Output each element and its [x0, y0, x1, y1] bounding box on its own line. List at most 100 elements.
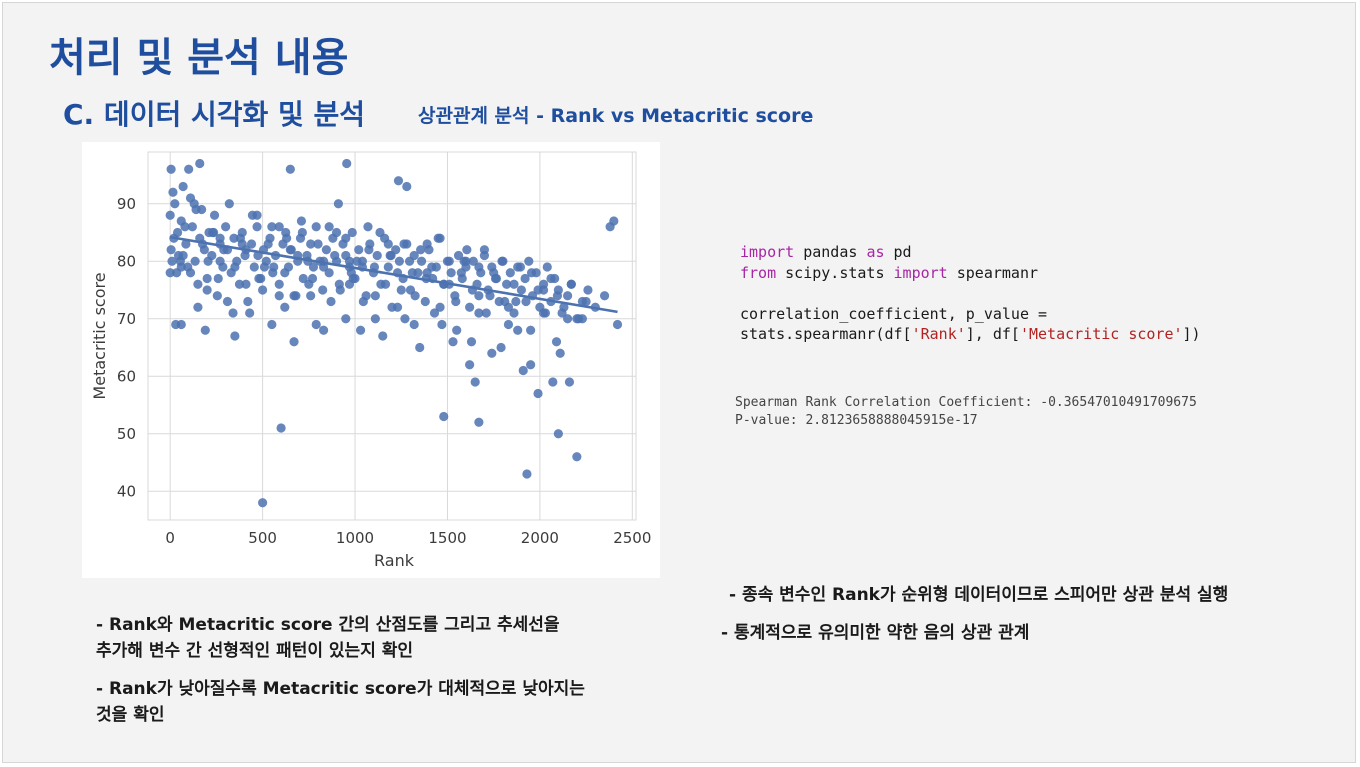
data-point [542, 262, 552, 272]
data-point [410, 291, 420, 301]
data-point [552, 291, 563, 301]
data-point [215, 233, 225, 243]
data-point [178, 181, 188, 192]
y-tick-label: 40 [117, 482, 136, 500]
data-point [324, 222, 334, 232]
data-point [400, 314, 410, 324]
data-point [465, 302, 475, 312]
data-point [496, 342, 506, 353]
data-point [372, 250, 382, 261]
data-point [422, 268, 432, 278]
chart-x-axis-label: Rank [374, 551, 415, 570]
data-point [296, 216, 307, 226]
code-keyword: from [740, 263, 777, 282]
data-point [548, 377, 558, 387]
data-point [422, 239, 432, 249]
data-point [166, 164, 176, 174]
data-point [167, 256, 177, 266]
data-point [474, 417, 484, 427]
code-text: pandas [794, 243, 867, 261]
data-point [263, 239, 273, 249]
data-point [215, 256, 225, 266]
data-point [189, 199, 199, 209]
data-point [555, 348, 565, 358]
data-point [258, 498, 268, 508]
data-point [383, 239, 393, 249]
code-block: import pandas as pd from scipy.stats impo… [740, 242, 1201, 345]
data-point [341, 233, 351, 243]
data-point [313, 239, 323, 249]
bullet-left-1-line-2: 추가해 변수 간 선형적인 패턴이 있는지 확인 [96, 641, 414, 661]
bullet-left-1: - Rank와 Metacritic score 간의 산점도를 그리고 추세선… [96, 612, 560, 664]
data-point [230, 331, 240, 341]
data-point [520, 273, 530, 284]
data-point [190, 256, 200, 266]
data-point [465, 360, 475, 370]
data-point [370, 314, 380, 324]
output-block: Spearman Rank Correlation Coefficient: -… [735, 394, 1197, 430]
data-point [180, 222, 190, 232]
data-point [195, 158, 205, 169]
data-point [170, 199, 180, 209]
code-keyword: as [866, 243, 885, 261]
data-point [187, 222, 197, 232]
data-point [224, 199, 234, 209]
x-tick-label: 1500 [428, 529, 466, 547]
data-point [311, 222, 321, 232]
data-point [489, 268, 499, 278]
data-point [524, 256, 534, 266]
bullet-left-1-line-1: - Rank와 Metacritic score 간의 산점도를 그리고 추세선… [96, 615, 560, 635]
data-point [344, 279, 355, 289]
data-point [409, 319, 419, 330]
data-point [612, 319, 623, 330]
data-point [203, 256, 213, 266]
data-point [505, 268, 515, 278]
data-point [276, 423, 286, 433]
data-point [487, 348, 497, 358]
data-point [526, 360, 536, 370]
data-point [176, 319, 186, 330]
data-point [583, 285, 593, 295]
data-point [202, 285, 212, 295]
data-point [453, 250, 464, 261]
data-point [448, 337, 458, 347]
data-point [297, 227, 307, 238]
data-point [274, 222, 284, 232]
data-point [518, 365, 528, 376]
data-point [282, 233, 292, 243]
code-text: scipy.stats [776, 263, 894, 282]
trend-line [169, 235, 618, 314]
data-point [444, 256, 454, 266]
data-point [241, 279, 251, 289]
data-point [437, 319, 447, 330]
bullet-right-2: - 통계적으로 유의미한 약한 음의 상관 관계 [721, 623, 1030, 643]
chart-trendline [169, 235, 618, 314]
data-point [509, 279, 519, 289]
x-tick-label: 500 [248, 529, 277, 547]
data-point [364, 245, 374, 255]
code-string: 'Rank' [911, 325, 966, 343]
data-point [318, 285, 328, 295]
data-point [516, 285, 526, 295]
plot-frame [147, 151, 637, 521]
data-point [342, 158, 352, 169]
code-string: 'Metacritic score' [1019, 325, 1183, 343]
code-blank-line [740, 283, 1201, 304]
code-keyword: import [893, 263, 948, 282]
data-point [392, 302, 403, 312]
data-point [563, 291, 573, 301]
data-point [243, 296, 253, 307]
data-point [363, 222, 373, 232]
data-point [369, 262, 380, 272]
data-point [352, 256, 362, 266]
data-point [298, 273, 308, 284]
data-point [181, 239, 191, 249]
data-point [274, 279, 284, 289]
chart-points [165, 158, 623, 508]
data-point [526, 268, 537, 278]
data-point [540, 308, 551, 318]
data-point [165, 210, 175, 220]
data-point [433, 233, 443, 243]
data-point [404, 256, 415, 266]
data-point [222, 296, 233, 307]
